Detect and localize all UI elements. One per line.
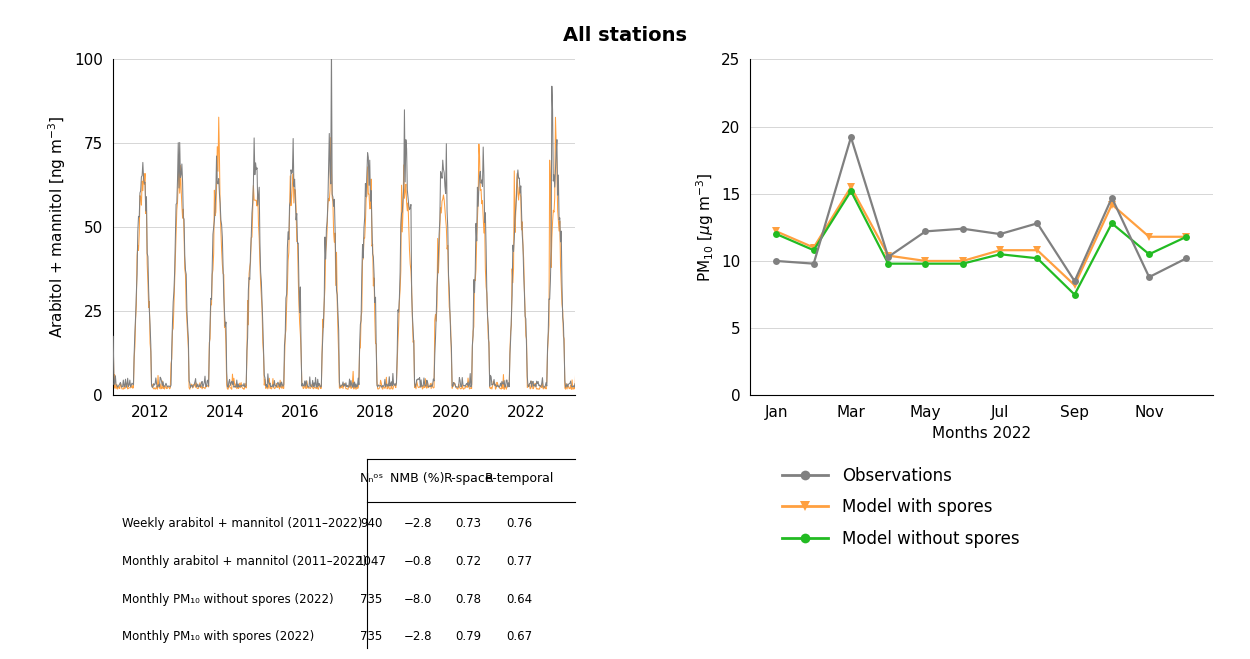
Text: 0.67: 0.67 [506, 630, 532, 643]
Legend: Observations, Model with spores, Model without spores: Observations, Model with spores, Model w… [781, 467, 1020, 548]
Text: 940: 940 [360, 517, 382, 530]
Text: 0.72: 0.72 [455, 555, 481, 568]
Text: 1047: 1047 [356, 555, 386, 568]
Text: 0.77: 0.77 [506, 555, 532, 568]
Y-axis label: Arabitol + mannitol [ng m$^{-3}$]: Arabitol + mannitol [ng m$^{-3}$] [46, 116, 69, 339]
Text: −0.8: −0.8 [404, 555, 431, 568]
Text: −8.0: −8.0 [404, 592, 431, 606]
X-axis label: Months 2022: Months 2022 [931, 426, 1031, 441]
Text: Weekly arabitol + mannitol (2011–2022): Weekly arabitol + mannitol (2011–2022) [121, 517, 362, 530]
Text: Monthly arabitol + mannitol (2011–2022): Monthly arabitol + mannitol (2011–2022) [121, 555, 366, 568]
Text: All stations: All stations [562, 26, 688, 45]
Text: 0.73: 0.73 [455, 517, 481, 530]
Text: −2.8: −2.8 [404, 630, 431, 643]
Y-axis label: PM$_{10}$ [$\mu$g m$^{-3}$]: PM$_{10}$ [$\mu$g m$^{-3}$] [694, 173, 716, 282]
Text: 735: 735 [360, 630, 382, 643]
Text: Nₙᵒˢ: Nₙᵒˢ [359, 472, 384, 485]
Text: 0.76: 0.76 [506, 517, 532, 530]
Text: Monthly PM₁₀ without spores (2022): Monthly PM₁₀ without spores (2022) [121, 592, 334, 606]
Text: −2.8: −2.8 [404, 517, 431, 530]
Text: 735: 735 [360, 592, 382, 606]
Text: NMB (%): NMB (%) [390, 472, 445, 485]
Text: Monthly PM₁₀ with spores (2022): Monthly PM₁₀ with spores (2022) [121, 630, 314, 643]
Text: 0.64: 0.64 [506, 592, 532, 606]
Text: R-temporal: R-temporal [485, 472, 554, 485]
Text: 0.78: 0.78 [455, 592, 481, 606]
Text: 0.79: 0.79 [455, 630, 481, 643]
Text: R-space: R-space [444, 472, 494, 485]
